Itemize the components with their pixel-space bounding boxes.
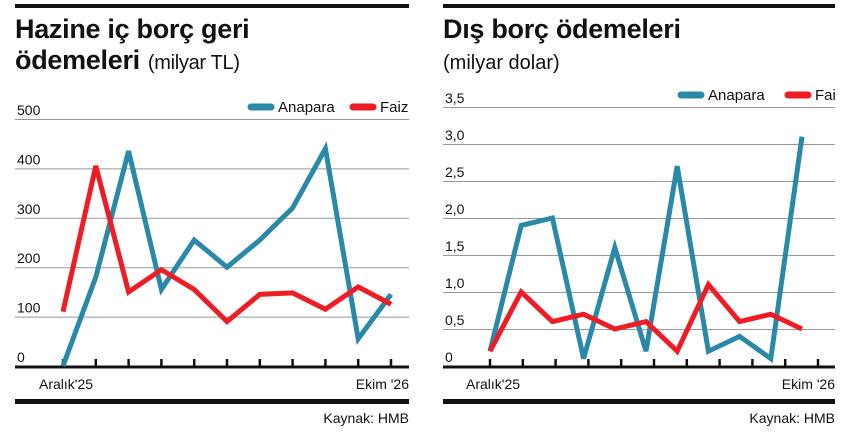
- chart-svg: 0 0,5 1,0 1,5 2,0 2,5 3,0 3,5 Aralık'25 Ekim '26 K…: [443, 87, 835, 426]
- y-tick-label: 2,5: [445, 164, 465, 180]
- x-label-last: Ekim '26: [782, 376, 835, 392]
- y-tick-label: 3,0: [445, 127, 465, 143]
- source-label: Kaynak: HMB: [749, 410, 835, 426]
- legend-label-anapara: Anapara: [708, 87, 765, 104]
- legend-label-faiz: Faiz: [815, 87, 835, 104]
- y-tick-label: 100: [17, 300, 41, 316]
- y-tick-label: 3,5: [445, 90, 465, 106]
- x-label-first: Aralık'25: [39, 376, 93, 392]
- y-tick-label: 500: [17, 102, 41, 118]
- bottom-rule: [443, 399, 835, 404]
- title-text-line2: ödemeleri: [15, 45, 140, 75]
- x-label-last: Ekim '26: [356, 376, 409, 392]
- y-tick-label: 200: [17, 250, 41, 266]
- source-label: Kaynak: HMB: [323, 410, 409, 426]
- chart-svg: 0 100 200 300 400 500 Aralık'25 Ekim '26 Kaynak:…: [15, 99, 409, 426]
- y-tick-label: 400: [17, 151, 41, 167]
- top-rule: [15, 4, 409, 8]
- series-line-anapara: [60, 141, 394, 367]
- y-tick-label: 300: [17, 201, 41, 217]
- top-rule: [443, 4, 835, 8]
- series-line-anapara: [487, 136, 805, 364]
- legend-label-anapara: Anapara: [278, 99, 335, 116]
- title-text: Hazine iç borç geri: [15, 14, 250, 44]
- chart-title: Dış borç ödemeleri: [443, 14, 681, 44]
- y-tick-label: 1,0: [445, 275, 465, 291]
- unit-line: ödemeleri (milyar TL): [15, 45, 240, 79]
- y-tick-label: 1,5: [445, 238, 465, 254]
- chart-unit: (milyar dolar): [443, 52, 560, 74]
- y-tick-label: 0,5: [445, 312, 465, 328]
- x-label-first: Aralık'25: [466, 376, 520, 392]
- legend-label-faiz: Faiz: [380, 99, 408, 116]
- y-tick-label: 2,0: [445, 201, 465, 217]
- y-tick-label: 0: [17, 349, 25, 365]
- bottom-rule: [15, 399, 409, 404]
- y-tick-label: 0: [445, 349, 453, 365]
- chart-unit: (milyar TL): [147, 52, 240, 74]
- chart-panel-external: Dış borç ödemeleri (milyar dolar) 0 0,5 1,…: [443, 0, 835, 442]
